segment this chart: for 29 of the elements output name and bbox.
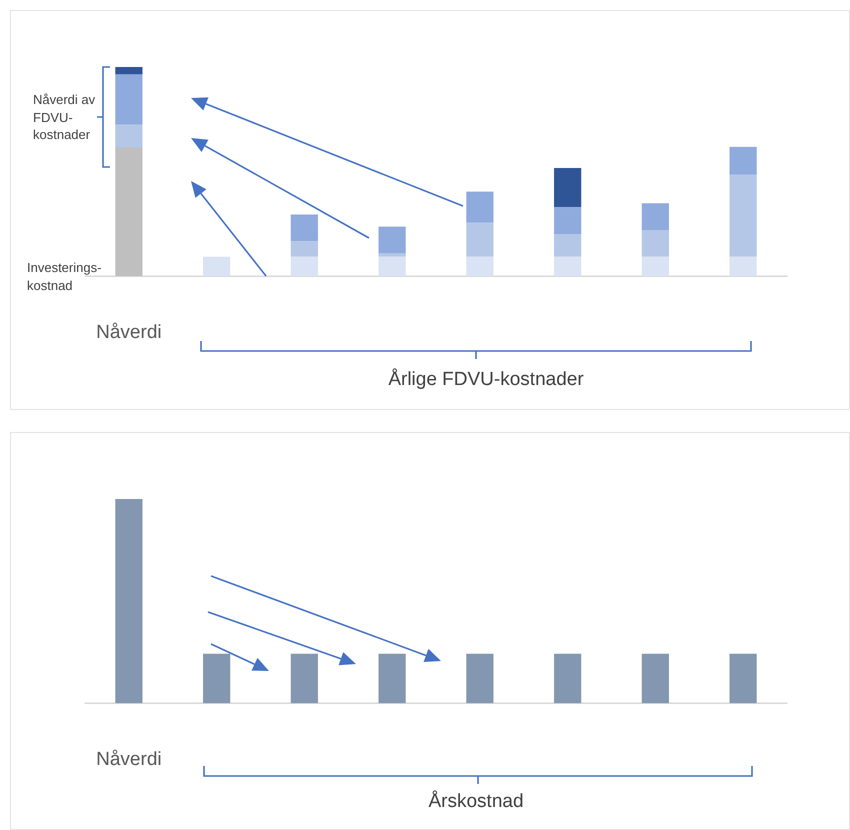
bar — [203, 256, 230, 276]
x-tick-label: Nåverdi — [96, 322, 162, 343]
bar — [115, 74, 142, 125]
bar — [115, 67, 142, 74]
bar — [115, 148, 142, 276]
bar — [642, 203, 669, 230]
bar — [554, 256, 582, 276]
annotation: Investerings-kostnad — [27, 259, 102, 294]
bar — [466, 256, 494, 276]
bar — [554, 234, 582, 257]
bar — [554, 207, 582, 234]
bar — [730, 256, 757, 276]
bar — [290, 256, 318, 276]
bar — [642, 256, 669, 276]
annotation: Nåverdi av FDVU-kostnader — [33, 91, 96, 144]
bar — [290, 241, 318, 257]
bar — [730, 174, 757, 257]
text: Årlige FDVU-kostnader — [387, 367, 585, 392]
x-tick-label: Nåverdi — [96, 748, 162, 770]
bar — [290, 214, 318, 242]
bar — [642, 230, 669, 257]
text: Årskostnad — [427, 789, 525, 814]
bar — [466, 222, 494, 257]
bar — [378, 256, 406, 276]
bar — [378, 226, 406, 254]
bar — [115, 124, 142, 148]
bar — [730, 146, 757, 175]
bar — [554, 168, 582, 208]
bar — [466, 192, 494, 223]
